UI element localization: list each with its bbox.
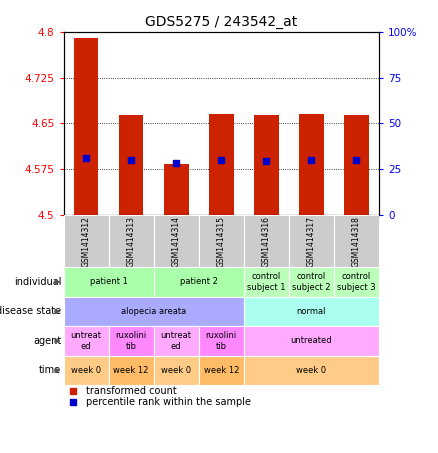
Text: untreat
ed: untreat ed <box>71 331 102 351</box>
FancyBboxPatch shape <box>109 356 154 385</box>
FancyBboxPatch shape <box>199 356 244 385</box>
FancyBboxPatch shape <box>64 215 109 267</box>
Bar <box>74 38 99 215</box>
FancyBboxPatch shape <box>244 297 379 326</box>
Bar <box>344 116 369 215</box>
Bar <box>209 114 233 215</box>
Text: GSM1414316: GSM1414316 <box>262 216 271 267</box>
Text: time: time <box>39 365 61 376</box>
Text: week 0: week 0 <box>161 366 191 375</box>
FancyBboxPatch shape <box>244 326 379 356</box>
Text: patient 1: patient 1 <box>90 278 127 286</box>
FancyBboxPatch shape <box>289 215 334 267</box>
FancyBboxPatch shape <box>64 267 154 297</box>
Text: GSM1414313: GSM1414313 <box>127 216 136 267</box>
Text: alopecia areata: alopecia areata <box>121 307 186 316</box>
Title: GDS5275 / 243542_at: GDS5275 / 243542_at <box>145 15 297 29</box>
Text: untreat
ed: untreat ed <box>161 331 192 351</box>
Text: week 0: week 0 <box>71 366 101 375</box>
FancyBboxPatch shape <box>289 267 334 297</box>
Bar <box>119 116 144 215</box>
Text: agent: agent <box>33 336 61 346</box>
FancyBboxPatch shape <box>244 356 379 385</box>
Text: week 12: week 12 <box>204 366 239 375</box>
FancyBboxPatch shape <box>64 297 244 326</box>
FancyBboxPatch shape <box>154 326 199 356</box>
Text: week 12: week 12 <box>113 366 149 375</box>
FancyBboxPatch shape <box>199 215 244 267</box>
Text: patient 2: patient 2 <box>180 278 218 286</box>
Text: individual: individual <box>14 277 61 287</box>
Bar <box>164 164 188 215</box>
Text: control
subject 2: control subject 2 <box>292 272 331 292</box>
Text: ruxolini
tib: ruxolini tib <box>205 331 237 351</box>
FancyBboxPatch shape <box>109 215 154 267</box>
Text: untreated: untreated <box>290 337 332 345</box>
FancyBboxPatch shape <box>109 326 154 356</box>
FancyBboxPatch shape <box>154 267 244 297</box>
Bar <box>254 116 279 215</box>
FancyBboxPatch shape <box>154 215 199 267</box>
Text: GSM1414312: GSM1414312 <box>81 216 91 267</box>
Text: disease state: disease state <box>0 306 61 317</box>
Text: GSM1414315: GSM1414315 <box>217 216 226 267</box>
FancyBboxPatch shape <box>334 215 379 267</box>
FancyBboxPatch shape <box>64 326 109 356</box>
Text: GSM1414317: GSM1414317 <box>307 216 316 267</box>
Text: week 0: week 0 <box>296 366 326 375</box>
FancyBboxPatch shape <box>64 356 109 385</box>
Text: normal: normal <box>297 307 326 316</box>
Text: control
subject 1: control subject 1 <box>247 272 286 292</box>
FancyBboxPatch shape <box>154 356 199 385</box>
Text: percentile rank within the sample: percentile rank within the sample <box>85 397 251 407</box>
Text: GSM1414314: GSM1414314 <box>172 216 180 267</box>
FancyBboxPatch shape <box>244 267 289 297</box>
Text: ruxolini
tib: ruxolini tib <box>116 331 147 351</box>
FancyBboxPatch shape <box>334 267 379 297</box>
Text: control
subject 3: control subject 3 <box>337 272 376 292</box>
Text: transformed count: transformed count <box>85 386 177 396</box>
FancyBboxPatch shape <box>199 326 244 356</box>
FancyBboxPatch shape <box>244 215 289 267</box>
Text: GSM1414318: GSM1414318 <box>352 216 361 267</box>
Bar <box>299 114 324 215</box>
